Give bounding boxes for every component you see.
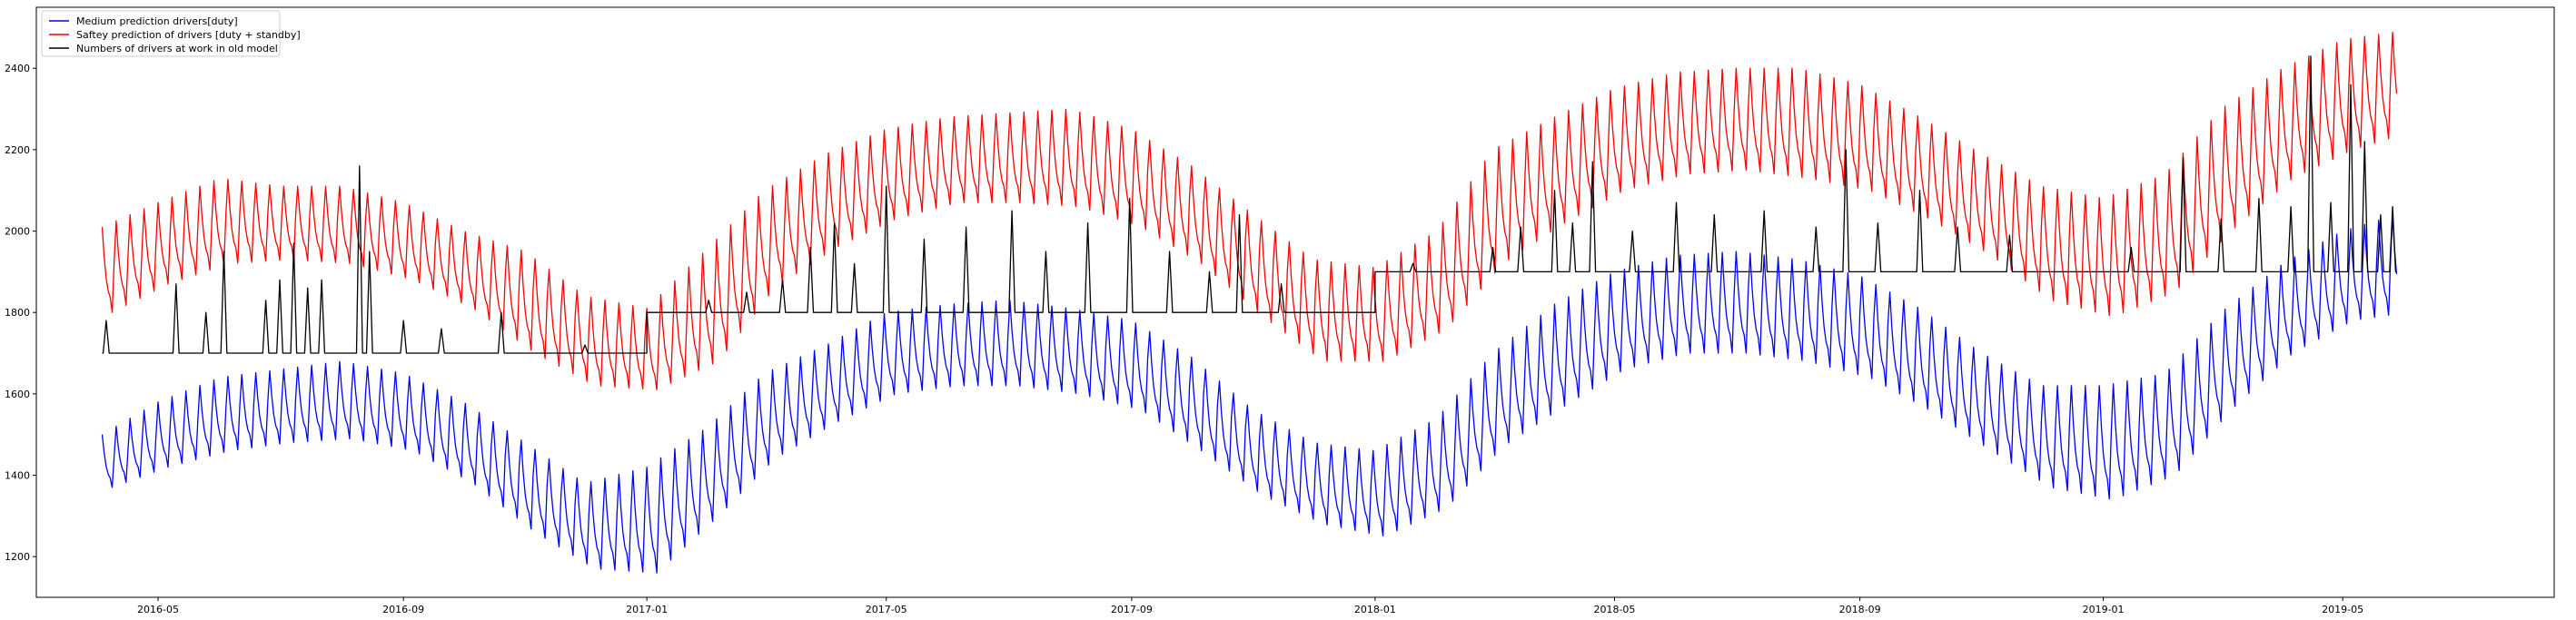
plot-frame <box>35 6 2555 598</box>
legend-label-safety: Saftey prediction of drivers [duty + sta… <box>76 29 301 41</box>
x-tick-label: 2017-01 <box>626 604 668 615</box>
x-tick-label: 2016-09 <box>382 604 424 615</box>
x-tick-label: 2018-01 <box>1354 604 1396 615</box>
legend-entry-safety: Saftey prediction of drivers [duty + sta… <box>49 29 301 41</box>
y-tick-label: 1800 <box>5 307 30 319</box>
x-tick-label: 2017-05 <box>866 604 907 615</box>
x-axis: 2016-05 2016-09 2017-01 2017-05 2017-09 2018-… <box>137 597 2363 615</box>
y-tick-label: 2200 <box>5 144 30 156</box>
legend-label-medium: Medium prediction drivers[duty] <box>76 15 238 27</box>
y-tick-label: 1400 <box>5 470 30 482</box>
x-tick-label: 2018-09 <box>1839 604 1881 615</box>
legend: Medium prediction drivers[duty] Saftey p… <box>41 10 301 57</box>
x-tick-label: 2016-05 <box>137 604 179 615</box>
x-tick-label: 2018-05 <box>1593 604 1635 615</box>
legend-box <box>41 10 281 57</box>
series-line-medium <box>101 215 2398 574</box>
series-line-safety <box>101 31 2398 391</box>
legend-entry-medium: Medium prediction drivers[duty] <box>49 15 238 27</box>
x-tick-label: 2019-01 <box>2083 604 2125 615</box>
series-layer <box>101 31 2398 574</box>
y-tick-label: 2400 <box>5 63 30 74</box>
y-tick-label: 1200 <box>5 551 30 563</box>
y-tick-label: 2000 <box>5 226 30 238</box>
x-tick-label: 2019-05 <box>2322 604 2363 615</box>
series-line-old-model <box>102 55 2397 354</box>
x-tick-label: 2017-09 <box>1111 604 1153 615</box>
y-tick-label: 1600 <box>5 389 30 400</box>
y-axis: 1200 1400 1600 1800 2000 2200 2400 <box>5 63 36 563</box>
legend-label-old-model: Numbers of drivers at work in old model <box>76 43 278 54</box>
legend-entry-old-model: Numbers of drivers at work in old model <box>49 43 278 54</box>
